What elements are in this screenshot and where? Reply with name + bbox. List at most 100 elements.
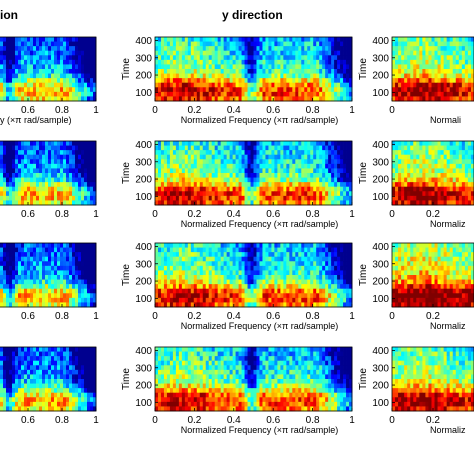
heatmap-cell	[90, 288, 94, 294]
heatmap-cell	[268, 256, 272, 262]
heatmap-cell	[274, 252, 278, 258]
heatmap-cell	[30, 243, 34, 248]
heatmap-cell	[392, 200, 396, 206]
heatmap-cell	[232, 265, 236, 271]
heatmap-cell	[244, 186, 248, 192]
heatmap-cell	[169, 73, 174, 79]
heatmap-cell	[298, 64, 302, 70]
panel-center-row-3: 0 0.2 0.4 0.6 0.8 1100200300400TimeNormalized…	[121, 242, 355, 331]
heatmap-cell	[289, 55, 293, 61]
heatmap-cell	[286, 195, 290, 201]
heatmap-cell	[280, 195, 284, 201]
heatmap-cell	[166, 159, 171, 165]
heatmap-cell	[0, 288, 4, 294]
heatmap-cell	[440, 182, 445, 188]
heatmap-cell	[295, 159, 299, 165]
heatmap-cell	[6, 69, 10, 74]
heatmap-cell	[331, 163, 335, 169]
heatmap-cell	[322, 195, 326, 201]
heatmap-cell	[331, 87, 335, 93]
heatmap-cell	[69, 59, 73, 65]
heatmap-cell	[286, 46, 290, 52]
heatmap-cell	[292, 163, 296, 169]
heatmap-cell	[425, 163, 429, 169]
heatmap-cell	[51, 265, 55, 271]
heatmap-cell	[57, 293, 61, 299]
heatmap-cell	[319, 200, 323, 206]
heatmap-cell	[395, 195, 399, 201]
heatmap-cell	[181, 91, 186, 97]
heatmap-cell	[437, 182, 441, 188]
heatmap-cell	[81, 55, 85, 61]
heatmap-cell	[202, 275, 207, 280]
heatmap-cell	[226, 195, 231, 201]
heatmap-cell	[211, 168, 216, 174]
heatmap-cell	[72, 82, 76, 88]
heatmap-cell	[84, 182, 88, 188]
heatmap-cell	[256, 46, 260, 52]
heatmap-cell	[208, 293, 213, 299]
heatmap-cell	[313, 261, 317, 267]
heatmap-cell	[310, 191, 314, 197]
heatmap-cell	[331, 279, 335, 285]
heatmap-cell	[175, 59, 180, 65]
heatmap-cell	[250, 91, 254, 97]
heatmap-cell	[18, 69, 22, 74]
heatmap-cell	[211, 243, 216, 248]
heatmap-cell	[316, 41, 320, 47]
heatmap-cell	[190, 261, 195, 267]
heatmap-cell	[331, 145, 335, 151]
heatmap-cell	[304, 168, 308, 174]
heatmap-cell	[63, 50, 67, 56]
heatmap-cell	[470, 59, 474, 65]
heatmap-cell	[18, 297, 22, 303]
heatmap-cell	[54, 87, 58, 93]
heatmap-cell	[60, 145, 64, 151]
heatmap-cell	[90, 73, 94, 79]
heatmap-cell	[395, 96, 399, 102]
heatmap-cell	[78, 186, 82, 192]
heatmap-cell	[256, 82, 260, 88]
heatmap-cell	[286, 186, 290, 192]
heatmap-cell	[166, 200, 171, 206]
heatmap-cell	[235, 159, 239, 165]
heatmap-cell	[343, 59, 347, 65]
heatmap-cell	[84, 141, 88, 146]
heatmap-cell	[9, 200, 13, 206]
heatmap-cell	[181, 69, 186, 74]
heatmap-cell	[66, 159, 70, 165]
heatmap-cell	[256, 279, 260, 285]
heatmap-cell	[446, 69, 451, 74]
heatmap-cell	[193, 182, 198, 188]
heatmap-cell	[253, 69, 257, 74]
heatmap-cell	[316, 46, 320, 52]
heatmap-cell	[184, 279, 189, 285]
heatmap-cell	[30, 82, 34, 88]
heatmap-cell	[253, 288, 257, 294]
heatmap-cell	[238, 96, 242, 102]
heatmap-cell	[220, 275, 225, 280]
heatmap-cell	[93, 195, 97, 201]
heatmap-cell	[301, 96, 305, 102]
heatmap-cell	[3, 91, 7, 97]
heatmap-cell	[407, 41, 411, 47]
heatmap-cell	[437, 59, 441, 65]
heatmap-cell	[334, 37, 338, 42]
heatmap-cell	[48, 159, 52, 165]
heatmap-cell	[268, 91, 272, 97]
heatmap-cell	[322, 82, 326, 88]
heatmap-cell	[407, 37, 411, 42]
heatmap-cell	[292, 168, 296, 174]
heatmap-cell	[211, 270, 216, 276]
heatmap-cell	[304, 297, 308, 303]
heatmap-cell	[235, 141, 239, 146]
heatmap-cell	[181, 59, 186, 65]
heatmap-cell	[304, 37, 308, 42]
heatmap-cell	[12, 87, 16, 93]
heatmap-cell	[232, 145, 236, 151]
heatmap-cell	[422, 64, 426, 70]
heatmap-cell	[232, 261, 236, 267]
heatmap-cell	[169, 163, 174, 169]
heatmap-cell	[78, 78, 82, 84]
heatmap-cell	[286, 177, 290, 183]
